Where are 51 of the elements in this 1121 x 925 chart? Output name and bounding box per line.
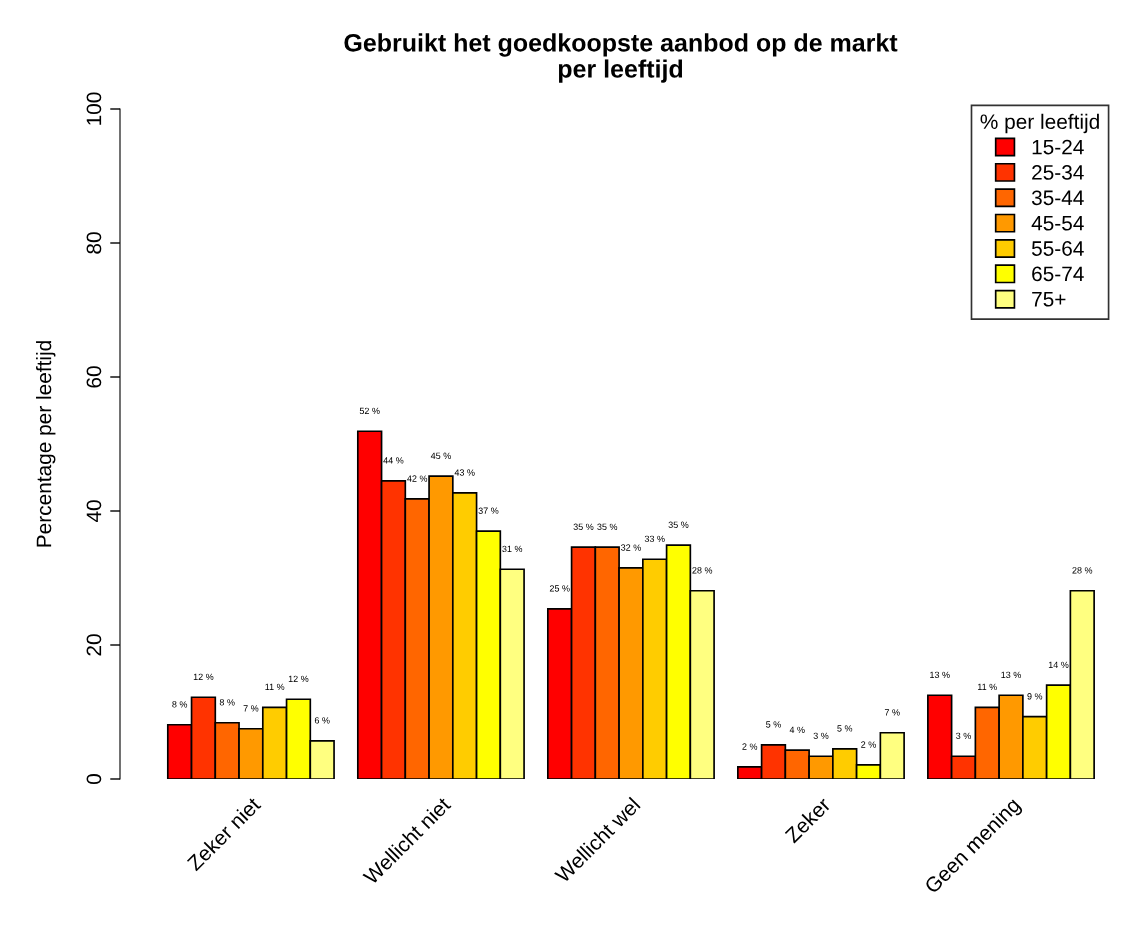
data-label: 45 % xyxy=(430,452,451,459)
chart-title: Gebruikt het goedkoopste aanbod op de markt per leeftijd xyxy=(344,33,898,83)
data-label: 42 % xyxy=(407,475,428,482)
data-label: 3 % xyxy=(813,732,829,740)
data-label: 11 % xyxy=(265,683,285,691)
data-label: 13 % xyxy=(1001,671,1021,679)
y-tick-label: 60 xyxy=(86,366,102,388)
data-label: 9 % xyxy=(1027,693,1043,700)
data-label: 33 % xyxy=(644,535,665,543)
data-label: 12 % xyxy=(288,675,309,683)
y-tick-label: 0 xyxy=(86,774,102,784)
data-label: 14 % xyxy=(1048,661,1069,668)
data-label: 25 % xyxy=(549,585,570,592)
data-label: 7 % xyxy=(243,705,259,712)
legend-label: 35-44 xyxy=(1031,190,1084,206)
data-label: 7 % xyxy=(884,709,900,716)
legend-label: 45-54 xyxy=(1031,215,1084,231)
legend-label: 65-74 xyxy=(1032,266,1084,282)
data-label: 31 % xyxy=(502,545,523,553)
data-label: 43 % xyxy=(454,469,475,476)
y-axis-title: Percentage per leeftijd xyxy=(36,341,56,547)
data-label: 44 % xyxy=(383,457,404,464)
data-label: 4 % xyxy=(789,726,805,733)
data-label: 32 % xyxy=(621,544,641,551)
data-label: 37 % xyxy=(478,507,499,514)
data-label: 5 % xyxy=(766,721,781,728)
data-label: 52 % xyxy=(359,407,380,415)
data-label: 28 % xyxy=(692,567,713,574)
data-label: 8 % xyxy=(219,699,235,706)
y-tick-label: 80 xyxy=(86,232,102,254)
data-label: 13 % xyxy=(930,671,950,679)
legend-label: 25-34 xyxy=(1032,165,1084,180)
legend-title: % per leeftijd xyxy=(980,113,1099,134)
data-label: 2 % xyxy=(742,743,758,750)
data-label: 8 % xyxy=(172,701,188,708)
y-tick-label: 100 xyxy=(86,92,102,125)
data-label: 5 % xyxy=(837,725,853,732)
data-label: 35 % xyxy=(573,523,594,530)
y-tick-label: 20 xyxy=(86,634,102,656)
data-label: 12 % xyxy=(193,673,214,681)
legend-label: 55-64 xyxy=(1031,241,1084,256)
y-tick-label: 40 xyxy=(86,500,102,523)
legend-label: 75+ xyxy=(1032,292,1066,307)
data-label: 28 % xyxy=(1072,567,1093,574)
legend-label: 15-24 xyxy=(1032,139,1084,155)
data-label: 11 % xyxy=(977,683,997,691)
data-label: 2 % xyxy=(861,741,876,748)
data-label: 6 % xyxy=(314,717,330,724)
data-label: 35 % xyxy=(668,521,689,528)
data-label: 3 % xyxy=(956,732,971,740)
data-label: 35 % xyxy=(597,523,618,530)
